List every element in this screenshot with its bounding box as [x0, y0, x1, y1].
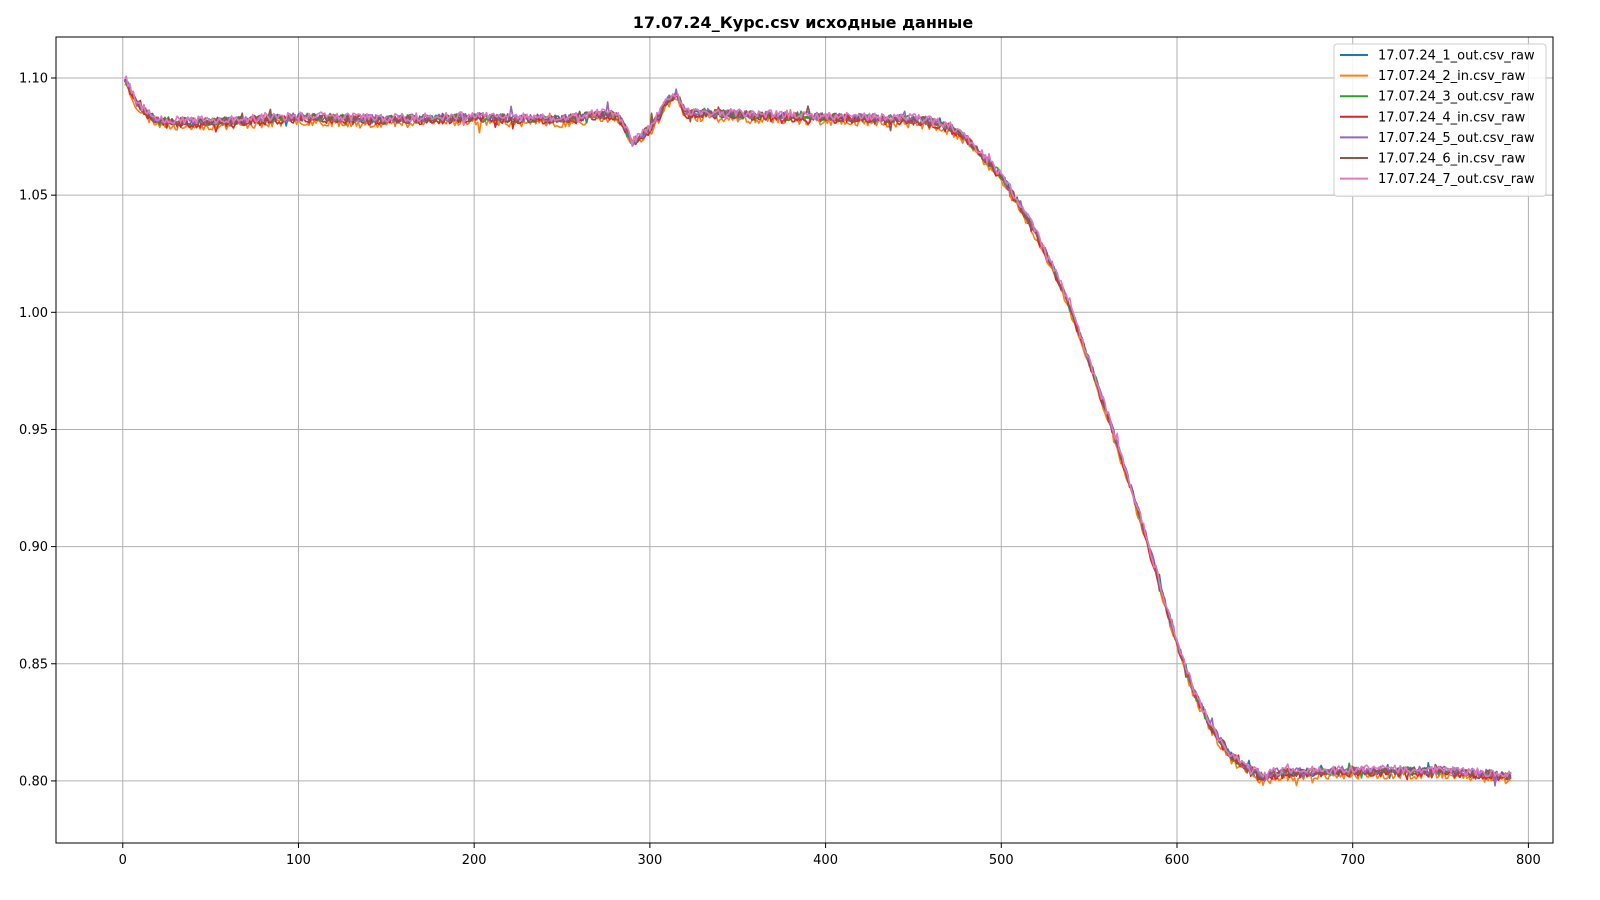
y-tick-label: 1.00 [19, 306, 48, 321]
x-tick-label: 0 [119, 853, 127, 868]
x-tick-label: 600 [1165, 853, 1190, 868]
legend-box [1333, 43, 1547, 197]
chart-title: 17.07.24_Курс.csv исходные данные [633, 13, 974, 32]
x-tick-label: 100 [286, 853, 311, 868]
x-tick-label: 300 [637, 853, 662, 868]
y-tick-label: 0.85 [19, 657, 48, 672]
legend-entry: 17.07.24_4_in.csv_raw [1378, 110, 1526, 125]
plot-area [123, 75, 1512, 787]
x-tick-label: 700 [1340, 853, 1365, 868]
legend-entry: 17.07.24_5_out.csv_raw [1378, 131, 1535, 146]
legend-entry: 17.07.24_6_in.csv_raw [1378, 152, 1526, 167]
y-tick-label: 1.05 [19, 189, 48, 204]
y-axis: 0.80 0.85 0.90 0.95 1.00 1.05 1.10 [19, 72, 56, 789]
series-line [123, 75, 1512, 780]
legend-entry: 17.07.24_3_out.csv_raw [1378, 90, 1535, 105]
legend: 17.07.24_1_out.csv_raw 17.07.24_2_in.csv_… [1333, 43, 1547, 197]
y-tick-label: 0.90 [19, 540, 48, 555]
legend-entry: 17.07.24_7_out.csv_raw [1378, 172, 1535, 187]
y-tick-label: 0.80 [19, 774, 48, 789]
x-tick-label: 400 [813, 853, 838, 868]
legend-entry: 17.07.24_2_in.csv_raw [1378, 69, 1526, 84]
y-tick-label: 1.10 [19, 72, 48, 87]
y-tick-label: 0.95 [19, 423, 48, 438]
x-axis: 0 100 200 300 400 500 600 700 800 [119, 843, 1541, 868]
x-tick-label: 200 [462, 853, 487, 868]
x-tick-label: 500 [989, 853, 1014, 868]
legend-entry: 17.07.24_1_out.csv_raw [1378, 49, 1535, 64]
series-line [124, 83, 1511, 787]
x-tick-label: 800 [1516, 853, 1541, 868]
axes-frame [55, 36, 1554, 844]
